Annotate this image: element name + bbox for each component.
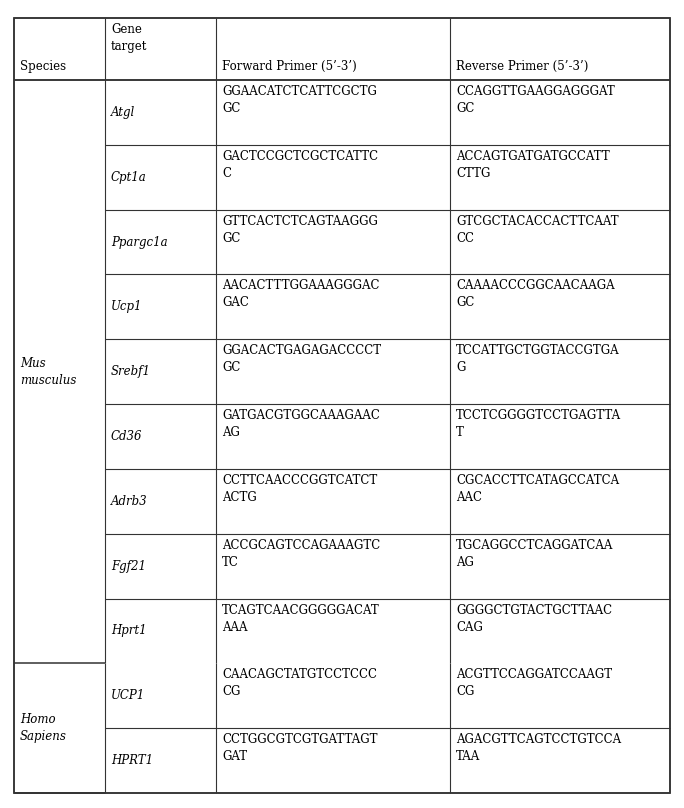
Text: CAACAGCTATGTCCTCCC
CG: CAACAGCTATGTCCTCCC CG: [222, 668, 377, 698]
Text: Reverse Primer (5’-3’): Reverse Primer (5’-3’): [456, 60, 588, 73]
Text: UCP1: UCP1: [111, 689, 145, 702]
Text: TCAGTCAACGGGGGACAT
AAA: TCAGTCAACGGGGGACAT AAA: [222, 604, 380, 633]
Text: Adrb3: Adrb3: [111, 494, 148, 507]
Text: TCCATTGCTGGTACCGTGA
G: TCCATTGCTGGTACCGTGA G: [456, 344, 620, 374]
Text: GTCGCTACACCACTTCAAT
CC: GTCGCTACACCACTTCAAT CC: [456, 215, 618, 245]
Text: GGACACTGAGAGACCCCT
GC: GGACACTGAGAGACCCCT GC: [222, 344, 381, 374]
Text: Atgl: Atgl: [111, 106, 135, 119]
Text: HPRT1: HPRT1: [111, 754, 153, 767]
Text: Hprt1: Hprt1: [111, 625, 146, 638]
Text: Cpt1a: Cpt1a: [111, 170, 147, 183]
Text: CCAGGTTGAAGGAGGGAT
GC: CCAGGTTGAAGGAGGGAT GC: [456, 85, 615, 115]
Text: ACCAGTGATGATGCCATT
CTTG: ACCAGTGATGATGCCATT CTTG: [456, 149, 609, 180]
Text: TCCTCGGGGTCCTGAGTTA
T: TCCTCGGGGTCCTGAGTTA T: [456, 409, 621, 439]
Text: Species: Species: [20, 60, 66, 73]
Text: AACACTTTGGAAAGGGAC
GAC: AACACTTTGGAAAGGGAC GAC: [222, 280, 380, 309]
Text: Homo
Sapiens: Homo Sapiens: [20, 713, 67, 743]
Text: TGCAGGCCTCAGGATCAA
AG: TGCAGGCCTCAGGATCAA AG: [456, 539, 614, 569]
Text: Ucp1: Ucp1: [111, 301, 142, 314]
Text: ACCGCAGTCCAGAAAGTC
TC: ACCGCAGTCCAGAAAGTC TC: [222, 539, 380, 569]
Text: CGCACCTTCATAGCCATCA
AAC: CGCACCTTCATAGCCATCA AAC: [456, 474, 619, 504]
Text: Fgf21: Fgf21: [111, 560, 146, 573]
Text: Ppargc1a: Ppargc1a: [111, 236, 168, 249]
Text: Cd36: Cd36: [111, 430, 142, 443]
Text: ACGTTCCAGGATCCAAGT
CG: ACGTTCCAGGATCCAAGT CG: [456, 668, 612, 698]
Text: AGACGTTCAGTCCTGTCCA
TAA: AGACGTTCAGTCCTGTCCA TAA: [456, 733, 621, 764]
Text: Forward Primer (5’-3’): Forward Primer (5’-3’): [222, 60, 357, 73]
Text: Srebf1: Srebf1: [111, 365, 151, 378]
Text: Mus
musculus: Mus musculus: [20, 356, 77, 387]
Text: GTTCACTCTCAGTAAGGG
GC: GTTCACTCTCAGTAAGGG GC: [222, 215, 378, 245]
Text: GATGACGTGGCAAAGAAC
AG: GATGACGTGGCAAAGAAC AG: [222, 409, 380, 439]
Text: GACTCCGCTCGCTCATTC
C: GACTCCGCTCGCTCATTC C: [222, 149, 378, 180]
Text: CAAAACCCGGCAACAAGA
GC: CAAAACCCGGCAACAAGA GC: [456, 280, 615, 309]
Text: GGAACATCTCATTCGCTG
GC: GGAACATCTCATTCGCTG GC: [222, 85, 377, 115]
Text: GGGGCTGTACTGCTTAAC
CAG: GGGGCTGTACTGCTTAAC CAG: [456, 604, 612, 633]
Text: CCTGGCGTCGTGATTAGT
GAT: CCTGGCGTCGTGATTAGT GAT: [222, 733, 378, 764]
Text: Gene
target: Gene target: [111, 23, 147, 53]
Text: CCTTCAACCCGGTCATCT
ACTG: CCTTCAACCCGGTCATCT ACTG: [222, 474, 378, 504]
